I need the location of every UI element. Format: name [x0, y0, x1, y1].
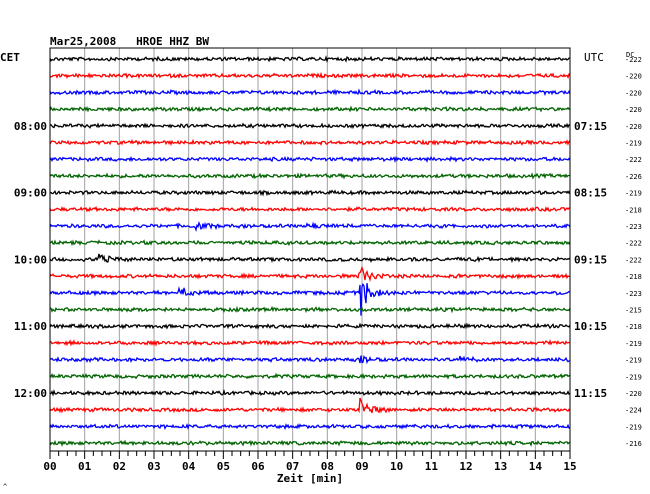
- seismic-trace: [49, 122, 570, 130]
- dc-offset-label: -219: [625, 140, 642, 148]
- dc-offset-label: -222: [625, 56, 642, 64]
- x-tick-label: 13: [494, 460, 507, 473]
- dc-offset-label: -226: [625, 173, 642, 181]
- seismic-trace: [49, 88, 571, 97]
- dc-offset-label: -220: [625, 73, 642, 81]
- seismic-trace: [49, 105, 571, 113]
- x-tick-label: 00: [43, 460, 56, 473]
- dc-offset-label: -216: [625, 440, 642, 448]
- dc-offset-label: -220: [625, 89, 642, 97]
- x-tick-label: 10: [390, 460, 403, 473]
- x-tick-label: 07: [286, 460, 299, 473]
- x-tick-label: 12: [459, 460, 472, 473]
- x-tick-label: 14: [529, 460, 543, 473]
- x-tick-label: 11: [425, 460, 439, 473]
- dc-offset-label: -219: [625, 357, 642, 365]
- dc-offset-label: -219: [625, 423, 642, 431]
- x-tick-label: 01: [78, 460, 92, 473]
- seismic-trace: [49, 239, 571, 247]
- seismic-trace: [49, 423, 571, 431]
- seismic-trace: [49, 388, 571, 397]
- seismic-trace: [49, 339, 571, 347]
- dc-offset-label: -222: [625, 256, 642, 264]
- seismic-trace: [49, 189, 571, 197]
- x-tick-label: 08: [321, 460, 334, 473]
- x-axis-label: Zeit [min]: [277, 472, 343, 485]
- seismic-trace: [49, 205, 571, 213]
- x-tick-label: 15: [563, 460, 576, 473]
- seismic-trace: [49, 55, 571, 63]
- dc-offset-label: -222: [625, 156, 642, 164]
- left-time-label: 11:00: [14, 320, 47, 333]
- dc-offset-label: -218: [625, 206, 642, 214]
- dc-offset-label: -223: [625, 223, 642, 231]
- dc-offset-label: -219: [625, 340, 642, 348]
- seismic-trace: [49, 354, 571, 365]
- left-time-label: 08:00: [14, 120, 47, 133]
- seismic-trace: [49, 172, 571, 180]
- x-axis-ticks: [49, 451, 571, 459]
- right-time-label: 11:15: [574, 387, 607, 400]
- right-axis-label: UTC: [584, 51, 604, 64]
- right-time-label: 09:15: [574, 253, 607, 266]
- seismic-trace: [49, 439, 571, 447]
- dc-offset-label: -220: [625, 123, 642, 131]
- dc-offset-label: -218: [625, 273, 642, 281]
- right-time-label: 07:15: [574, 120, 607, 133]
- seismic-trace: [49, 155, 571, 164]
- chart-title: Mar25,2008 HROE HHZ BW: [50, 35, 209, 48]
- left-axis-label: CET: [0, 51, 20, 64]
- seismic-traces: [49, 55, 571, 447]
- seismic-trace: [49, 283, 571, 316]
- corner-mark: ^: [3, 483, 7, 491]
- left-time-label: 10:00: [14, 253, 47, 266]
- seismic-trace: [49, 220, 571, 232]
- right-time-label: 08:15: [574, 187, 607, 200]
- dc-offset-label: -224: [625, 407, 642, 415]
- dc-offset-label: -220: [625, 390, 642, 398]
- dc-offset-label: -222: [625, 240, 642, 248]
- dc-offset-label: -218: [625, 323, 642, 331]
- seismic-trace: [49, 265, 570, 283]
- x-tick-label: 04: [182, 460, 196, 473]
- seismic-trace: [49, 305, 571, 314]
- dc-offset-label: -219: [625, 373, 642, 381]
- seismic-trace: [49, 138, 571, 147]
- dc-offset-label: -215: [625, 307, 642, 315]
- dc-offset-label: -219: [625, 190, 642, 198]
- seismic-trace: [49, 253, 571, 264]
- left-time-label: 12:00: [14, 387, 47, 400]
- dc-label: DC: [626, 51, 634, 59]
- left-time-label: 09:00: [14, 187, 47, 200]
- time-gridlines: [84, 48, 536, 451]
- seismic-trace: [49, 397, 571, 414]
- x-tick-label: 02: [113, 460, 126, 473]
- right-time-label: 10:15: [574, 320, 607, 333]
- x-tick-label: 03: [147, 460, 160, 473]
- x-tick-label: 05: [217, 460, 230, 473]
- seismic-trace: [49, 372, 571, 380]
- dc-offset-label: -220: [625, 106, 642, 114]
- seismic-trace: [49, 71, 571, 80]
- axis-labels: 00 01 02 03 04 05 06 07 08 09 10 11 12 13 14 15 08:00 09:…: [14, 56, 642, 473]
- x-tick-label: 09: [355, 460, 368, 473]
- seismic-trace: [49, 322, 571, 330]
- x-tick-label: 06: [251, 460, 265, 473]
- dc-offset-label: -223: [625, 290, 642, 298]
